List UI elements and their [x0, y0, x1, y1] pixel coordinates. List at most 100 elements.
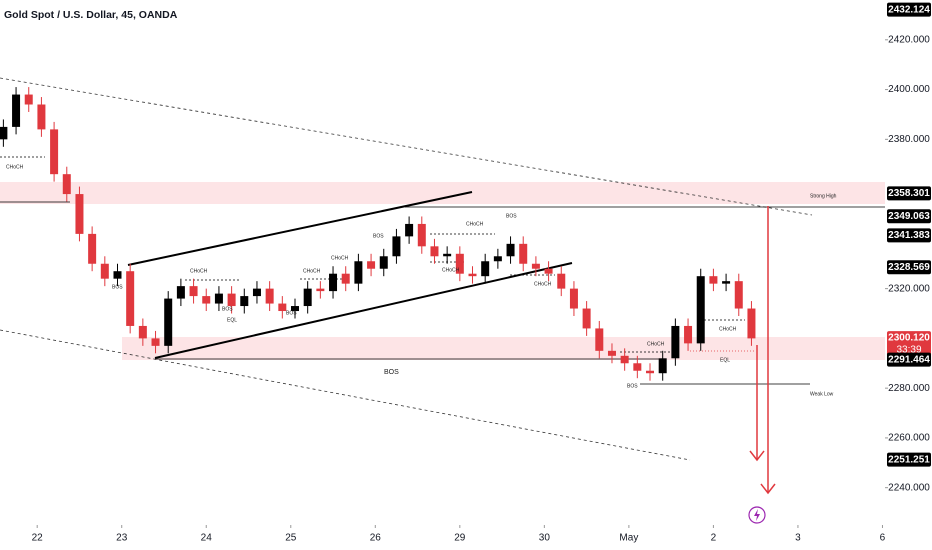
x-tick-label: 24: [201, 533, 213, 544]
candle-body: [722, 281, 731, 284]
candle-body: [341, 273, 350, 284]
x-tick-label: 25: [285, 533, 297, 544]
price-label-box: [887, 2, 931, 17]
supply-zone: [0, 182, 885, 204]
annotation: BOS: [286, 310, 297, 316]
price-label-box: [887, 228, 931, 243]
price-label-box: [887, 352, 931, 367]
annotation: BOS: [384, 369, 399, 376]
candle-body: [164, 298, 173, 346]
candle-body: [24, 94, 33, 105]
candle-body: [214, 293, 223, 304]
price-label: 2341.383: [888, 230, 930, 241]
price-label: 2300.120: [888, 333, 930, 344]
candle-body: [12, 94, 21, 127]
x-tick-label: 6: [880, 533, 886, 544]
candle-body: [620, 355, 629, 364]
channel-bottom: [154, 262, 573, 359]
price-label: 2432.124: [888, 4, 930, 15]
candle-body: [37, 104, 46, 130]
price-label: 2358.301: [888, 188, 930, 199]
annotation: CHoCH: [303, 268, 321, 274]
y-tick-label: 2400.000: [888, 84, 930, 95]
candle-body: [569, 288, 578, 309]
candle-body: [50, 129, 59, 175]
demand-zone: [122, 337, 885, 360]
candle-body: [62, 174, 71, 195]
annotation: EQL: [720, 357, 730, 363]
annotation: CHoCH: [534, 281, 552, 287]
price-label: 2328.569: [888, 262, 930, 273]
candle-body: [455, 253, 464, 274]
candle-body: [734, 281, 743, 309]
x-tick-label: 2: [711, 533, 717, 544]
y-tick-label: 2420.000: [888, 34, 930, 45]
y-tick-label: 2240.000: [888, 482, 930, 493]
countdown: 33:39: [896, 345, 921, 356]
annotation: EQL: [227, 317, 237, 323]
candle-body: [176, 286, 185, 299]
candle-body: [531, 263, 540, 269]
candle-body: [544, 268, 553, 274]
candle-body: [595, 328, 604, 351]
price-label: 2291.464: [888, 354, 930, 365]
y-tick-label: 2260.000: [888, 433, 930, 444]
y-tick-label: 2280.000: [888, 383, 930, 394]
candle-body: [747, 308, 756, 339]
candle-body: [329, 273, 338, 292]
candle-body: [506, 243, 515, 257]
candle-body: [607, 350, 616, 356]
candle-body: [316, 288, 325, 292]
candle-body: [227, 293, 236, 307]
candle-body: [519, 243, 528, 264]
channel-top: [127, 191, 473, 266]
annotation: CHoCH: [647, 341, 665, 347]
x-tick-label: 23: [116, 533, 128, 544]
candle-body: [405, 223, 414, 237]
annotation: BOS: [222, 306, 233, 312]
annotation: BOS: [373, 233, 384, 239]
price-label-box: [887, 209, 931, 224]
candle-body: [430, 246, 439, 257]
candle-body: [0, 126, 8, 140]
candle-body: [354, 261, 363, 284]
candle-body: [75, 194, 84, 234]
annotation: Weak Low: [810, 391, 834, 397]
x-tick-label: 22: [32, 533, 44, 544]
annotation: CHoCH: [331, 255, 349, 261]
candle-body: [417, 223, 426, 247]
price-label-box: [887, 260, 931, 275]
candle-body: [468, 273, 477, 277]
candle-body: [291, 306, 299, 312]
annotation: CHoCH: [190, 268, 208, 274]
upper-trendline: [0, 77, 813, 216]
candle-body: [113, 271, 122, 279]
candle-body: [684, 325, 693, 344]
x-tick-label: May: [619, 533, 638, 544]
annotation: CHoCH: [719, 326, 737, 332]
candle-body: [252, 288, 261, 297]
alert-bolt: [754, 509, 760, 521]
annotation: CHoCH: [442, 267, 460, 273]
arrow-head: [749, 450, 765, 462]
price-label: 2349.063: [888, 211, 930, 222]
annotation: BOS: [506, 213, 517, 219]
annotation: BOS: [112, 284, 123, 290]
y-tick-label: 2380.000: [888, 134, 930, 145]
candle-body: [392, 236, 401, 257]
price-label-box: [887, 452, 931, 467]
annotation: BOS: [627, 383, 638, 389]
price-label-box: [887, 331, 931, 358]
candle-body: [151, 338, 160, 346]
candle-body: [696, 276, 705, 344]
y-tick-label: 2320.000: [888, 283, 930, 294]
price-label-box: [887, 186, 931, 201]
candle-body: [493, 256, 502, 262]
candle-body: [88, 233, 97, 264]
candle-body: [278, 303, 287, 312]
candle-body: [671, 325, 680, 359]
candle-body: [367, 261, 376, 269]
candle-body: [582, 308, 591, 329]
